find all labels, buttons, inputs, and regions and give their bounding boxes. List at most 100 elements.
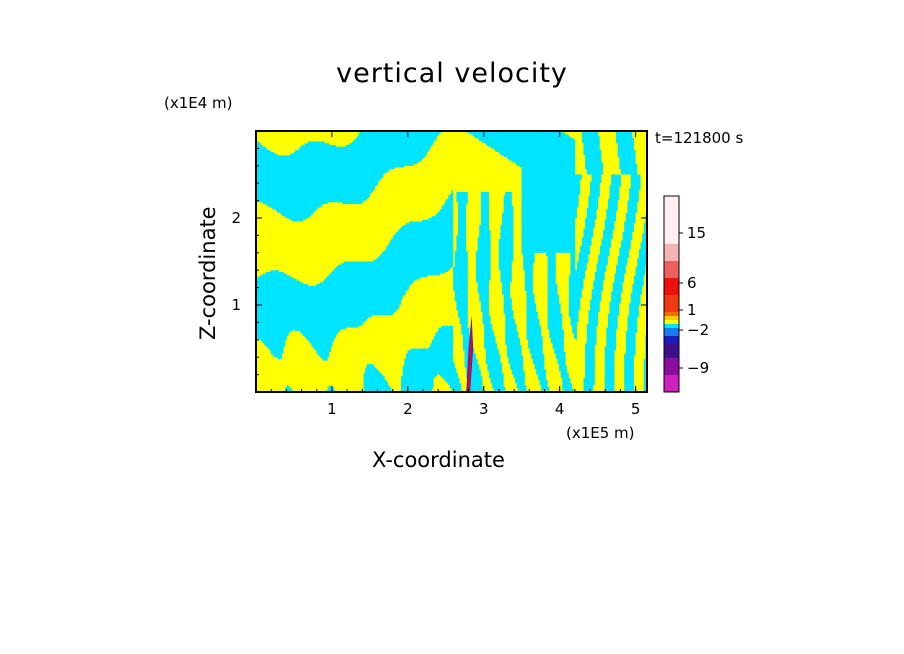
field-cell xyxy=(335,334,436,337)
field-cell xyxy=(585,367,596,370)
field-cell xyxy=(466,245,478,248)
field-cell xyxy=(511,273,526,276)
field-cell xyxy=(609,184,622,188)
field-cell xyxy=(256,381,364,384)
field-cell xyxy=(620,245,632,248)
field-cell xyxy=(490,252,500,255)
field-cell xyxy=(374,365,404,369)
field-cell xyxy=(547,294,560,297)
field-cell xyxy=(581,237,593,240)
field-cell xyxy=(475,280,490,283)
field-cell xyxy=(456,245,467,248)
field-cell xyxy=(523,264,534,268)
field-cell xyxy=(511,369,524,372)
field-cell xyxy=(643,381,647,384)
field-cell xyxy=(495,338,506,341)
field-cell xyxy=(523,367,535,370)
field-cell xyxy=(270,150,296,153)
field-cell xyxy=(643,371,647,374)
field-cell xyxy=(453,345,464,348)
field-cell xyxy=(467,289,478,292)
field-cell xyxy=(589,245,601,248)
field-cell xyxy=(301,332,338,335)
field-cell xyxy=(453,198,457,201)
field-cell xyxy=(617,200,628,203)
field-cell xyxy=(638,198,647,201)
field-cell xyxy=(453,268,469,271)
field-cell xyxy=(611,244,622,247)
field-cell xyxy=(334,339,433,342)
field-cell xyxy=(633,367,645,370)
field-cell xyxy=(598,317,609,320)
field-cell xyxy=(467,298,480,301)
field-cell xyxy=(596,211,607,214)
field-cell xyxy=(475,251,491,254)
field-cell xyxy=(505,343,521,346)
field-cell xyxy=(606,334,617,337)
field-cell xyxy=(617,320,628,323)
field-cell xyxy=(482,320,491,323)
field-cell xyxy=(484,343,498,346)
field-cell xyxy=(630,176,641,179)
field-cell xyxy=(588,318,599,322)
field-cell xyxy=(304,336,337,339)
field-cell xyxy=(488,291,503,294)
field-cell xyxy=(521,238,576,242)
field-cell xyxy=(466,371,482,374)
field-cell xyxy=(576,207,588,210)
field-cell xyxy=(526,303,537,306)
field-cell xyxy=(256,176,384,179)
field-cell xyxy=(256,141,260,144)
field-cell xyxy=(500,360,509,363)
field-cell xyxy=(580,305,591,308)
field-cell xyxy=(547,261,557,264)
field-cell xyxy=(547,313,563,316)
field-cell xyxy=(576,322,589,325)
field-cell xyxy=(454,251,469,254)
field-cell xyxy=(633,372,645,375)
field-cell xyxy=(575,252,579,255)
field-cell xyxy=(581,141,601,144)
field-cell xyxy=(288,218,307,221)
field-cell xyxy=(536,372,547,375)
field-cell xyxy=(562,388,575,391)
field-cell xyxy=(490,238,500,242)
field-cell xyxy=(598,134,617,137)
field-cell xyxy=(576,216,588,219)
field-cell xyxy=(326,277,421,280)
field-cell xyxy=(568,294,583,297)
field-cell xyxy=(259,141,309,144)
field-cell xyxy=(317,207,443,210)
field-cell xyxy=(624,228,635,231)
field-cell xyxy=(474,136,571,139)
field-cell xyxy=(469,331,485,334)
field-cell xyxy=(588,254,599,257)
field-cell xyxy=(593,280,604,283)
colorbar-swatch xyxy=(664,328,679,336)
field-cell xyxy=(332,341,433,344)
field-cell xyxy=(436,136,475,139)
field-cell xyxy=(528,345,544,348)
field-cell xyxy=(285,386,291,389)
field-cell xyxy=(581,292,593,295)
field-cell xyxy=(625,351,636,355)
field-cell xyxy=(458,209,467,212)
field-cell xyxy=(477,362,487,365)
field-cell xyxy=(635,151,647,155)
field-cell xyxy=(633,137,647,141)
field-cell xyxy=(521,204,579,207)
field-cell xyxy=(458,211,467,214)
field-cell xyxy=(604,353,615,356)
field-cell xyxy=(581,294,593,297)
field-cell xyxy=(488,214,503,217)
field-cell xyxy=(458,315,469,318)
field-cell xyxy=(607,263,619,266)
field-cell xyxy=(256,219,293,222)
field-cell xyxy=(454,252,469,255)
field-cell xyxy=(371,315,459,318)
field-cell xyxy=(456,235,467,238)
field-cell xyxy=(502,285,511,288)
field-cell xyxy=(632,291,643,294)
field-cell xyxy=(511,298,527,301)
field-cell xyxy=(627,202,638,205)
